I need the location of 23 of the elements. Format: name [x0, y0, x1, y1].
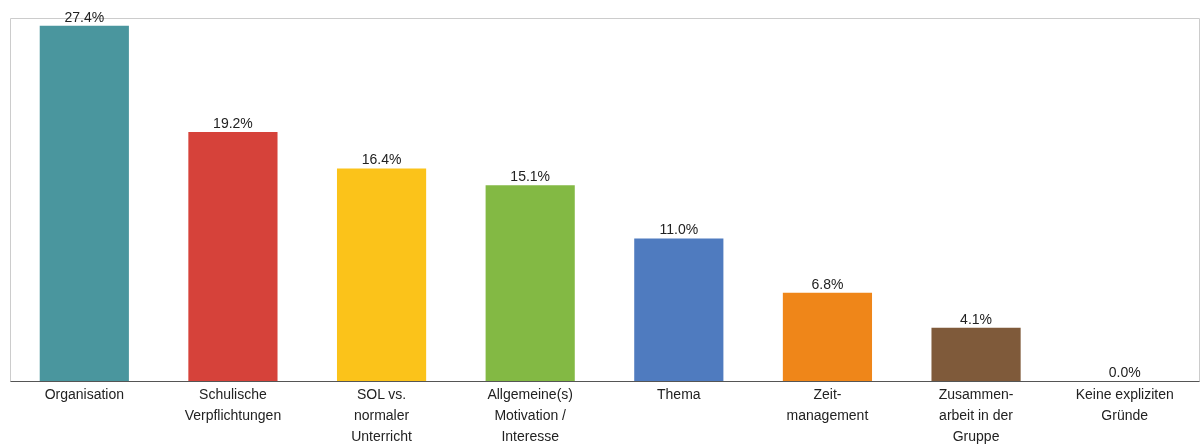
data-label: 6.8%: [811, 275, 844, 292]
data-label: 16.4%: [361, 151, 402, 168]
x-tick-label: Zeit- management: [786, 385, 869, 423]
x-tick-label: Keine expliziten Gründe: [1075, 385, 1174, 423]
x-tick-label: Zusammen- arbeit in der Gruppe: [938, 385, 1014, 444]
data-label: 11.0%: [659, 221, 699, 238]
data-label: 4.1%: [960, 310, 993, 327]
data-label: 0.0%: [1108, 364, 1141, 380]
x-tick-label: Schulische Verpflichtungen: [184, 385, 282, 423]
x-tick-label: Thema: [657, 385, 701, 402]
x-tick-label: Organisation: [44, 385, 125, 402]
bar: [931, 327, 1021, 381]
bar: [39, 25, 129, 381]
bar: [336, 168, 427, 381]
bar: [634, 238, 724, 381]
bar: [485, 185, 575, 381]
data-label: 19.2%: [213, 115, 253, 132]
bar: [188, 132, 278, 381]
data-label: 15.1%: [510, 168, 551, 185]
bar: [782, 292, 873, 381]
x-tick-label: Allgemeine(s) Motivation / Interesse: [487, 385, 573, 444]
x-tick-label: SOL vs. normaler Unterricht: [351, 385, 413, 444]
data-label: 27.4%: [64, 8, 105, 25]
